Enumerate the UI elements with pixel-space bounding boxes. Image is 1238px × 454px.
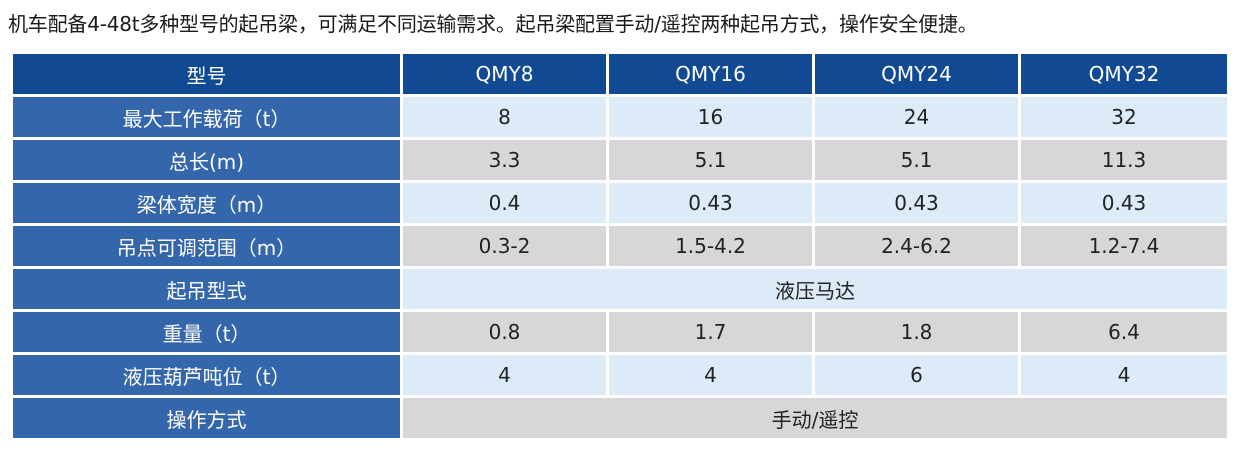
table-row: 最大工作载荷（t） 8 16 24 32 (13, 97, 1227, 140)
table-cell: 5.1 (609, 140, 815, 183)
table-cell: 4 (1021, 355, 1227, 398)
table-cell: 3.3 (403, 140, 609, 183)
table-cell: 4 (403, 355, 609, 398)
table-cell: 4 (609, 355, 815, 398)
table-row: 液压葫芦吨位（t） 4 4 6 4 (13, 355, 1227, 398)
row-label: 重量（t） (13, 312, 403, 355)
row-label: 起吊型式 (13, 269, 403, 312)
table-cell: 5.1 (815, 140, 1021, 183)
table-row: 吊点可调范围（m） 0.3-2 1.5-4.2 2.4-6.2 1.2-7.4 (13, 226, 1227, 269)
table-cell: 0.3-2 (403, 226, 609, 269)
merged-cell: 手动/遥控 (403, 398, 1227, 438)
table-cell: 0.8 (403, 312, 609, 355)
table-cell: 0.43 (815, 183, 1021, 226)
table-cell: 0.43 (609, 183, 815, 226)
table-row: 总长(m) 3.3 5.1 5.1 11.3 (13, 140, 1227, 183)
intro-text: 机车配备4-48t多种型号的起吊梁，可满足不同运输需求。起吊梁配置手动/遥控两种… (8, 12, 978, 36)
header-label: 型号 (13, 54, 403, 97)
table-cell: 11.3 (1021, 140, 1227, 183)
merged-cell: 液压马达 (403, 269, 1227, 312)
row-label: 操作方式 (13, 398, 403, 438)
table-cell: 24 (815, 97, 1021, 140)
table-cell: 0.4 (403, 183, 609, 226)
table-row: 起吊型式 液压马达 (13, 269, 1227, 312)
table-cell: 6 (815, 355, 1021, 398)
table-cell: 1.5-4.2 (609, 226, 815, 269)
row-label: 吊点可调范围（m） (13, 226, 403, 269)
table-cell: 1.8 (815, 312, 1021, 355)
table-cell: 1.7 (609, 312, 815, 355)
table-cell: 8 (403, 97, 609, 140)
table-cell: 1.2-7.4 (1021, 226, 1227, 269)
table-cell: 16 (609, 97, 815, 140)
table-header-row: 型号 QMY8 QMY16 QMY24 QMY32 (13, 54, 1227, 97)
row-label: 梁体宽度（m） (13, 183, 403, 226)
table-row: 重量（t） 0.8 1.7 1.8 6.4 (13, 312, 1227, 355)
table-cell: 2.4-6.2 (815, 226, 1021, 269)
table-cell: 32 (1021, 97, 1227, 140)
model-header: QMY24 (815, 54, 1021, 97)
row-label: 最大工作载荷（t） (13, 97, 403, 140)
spec-table: 型号 QMY8 QMY16 QMY24 QMY32 最大工作载荷（t） 8 16… (13, 54, 1227, 438)
model-header: QMY16 (609, 54, 815, 97)
table-row: 梁体宽度（m） 0.4 0.43 0.43 0.43 (13, 183, 1227, 226)
table-cell: 0.43 (1021, 183, 1227, 226)
table-row: 操作方式 手动/遥控 (13, 398, 1227, 438)
model-header: QMY32 (1021, 54, 1227, 97)
model-header: QMY8 (403, 54, 609, 97)
row-label: 液压葫芦吨位（t） (13, 355, 403, 398)
row-label: 总长(m) (13, 140, 403, 183)
table-cell: 6.4 (1021, 312, 1227, 355)
